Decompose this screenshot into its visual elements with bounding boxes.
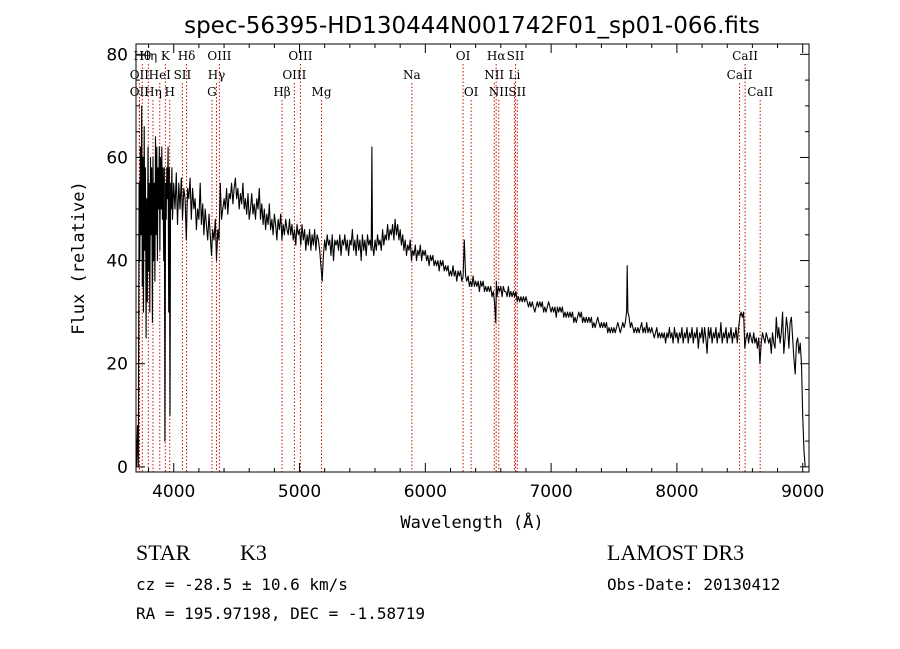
marker-label-10: OII <box>130 68 150 82</box>
marker-label-13: Hγ <box>208 68 226 82</box>
x-tick-label-8000: 8000 <box>655 482 698 502</box>
marker-label-28: CaII <box>747 85 773 99</box>
x-tick-label-6000: 6000 <box>404 482 447 502</box>
marker-label-14: OIII <box>282 68 306 82</box>
object-subclass: K3 <box>240 540 267 565</box>
marker-label-27: SII <box>508 85 526 99</box>
marker-label-11: HeI <box>149 68 172 82</box>
marker-label-7: Hα <box>487 49 506 63</box>
marker-label-9: CaII <box>732 49 758 63</box>
y-tick-label-60: 60 <box>106 148 128 168</box>
marker-label-12: SII <box>174 68 192 82</box>
marker-label-8: SII <box>507 49 525 63</box>
marker-label-25: OI <box>464 85 479 99</box>
obs-date: Obs-Date: 20130412 <box>607 575 780 594</box>
plot-frame <box>135 43 810 473</box>
marker-label-26: NII <box>489 85 509 99</box>
marker-label-20: Hη <box>144 85 162 99</box>
y-tick-label-0: 0 <box>117 458 128 478</box>
marker-label-24: Mg <box>312 85 332 99</box>
marker-label-17: Li <box>508 68 520 82</box>
coordinates-info: RA = 195.97198, DEC = -1.58719 <box>136 604 425 623</box>
marker-label-6: OI <box>456 49 471 63</box>
marker-label-4: OIII <box>207 49 231 63</box>
chart-title: spec-56395-HD130444N001742F01_sp01-066.f… <box>184 13 760 39</box>
marker-label-3: Hδ <box>178 49 196 63</box>
marker-label-0: Hθ <box>133 49 151 63</box>
y-axis-label: Flux (relative) <box>69 181 89 335</box>
x-axis-label: Wavelength (Å) <box>400 511 543 533</box>
x-tick-label-5000: 5000 <box>278 482 321 502</box>
marker-label-5: OIII <box>288 49 312 63</box>
marker-label-16: NII <box>484 68 504 82</box>
x-axis-ticks: 4000 5000 6000 7000 8000 9000 <box>148 44 824 502</box>
marker-label-15: Na <box>403 68 421 82</box>
redshift-info: cz = -28.5 ± 10.6 km/s <box>136 575 348 594</box>
marker-label-21: H <box>164 85 174 99</box>
object-class: STAR <box>136 540 191 565</box>
x-tick-label-9000: 9000 <box>781 482 824 502</box>
x-tick-label-7000: 7000 <box>529 482 572 502</box>
marker-label-22: G <box>207 85 217 99</box>
y-tick-label-80: 80 <box>106 45 128 65</box>
marker-label-2: K <box>161 49 171 63</box>
x-tick-label-4000: 4000 <box>152 482 195 502</box>
marker-label-23: Hβ <box>273 85 290 99</box>
y-tick-label-40: 40 <box>106 252 128 272</box>
y-axis-ticks: 0 20 40 60 80 <box>106 45 809 478</box>
marker-label-18: CaII <box>727 68 753 82</box>
y-tick-label-20: 20 <box>106 355 128 375</box>
marker-label-1: Hη <box>139 49 157 63</box>
survey-name: LAMOST DR3 <box>607 540 744 565</box>
marker-label-19: OII <box>130 85 150 99</box>
flux-series-line <box>135 105 806 468</box>
